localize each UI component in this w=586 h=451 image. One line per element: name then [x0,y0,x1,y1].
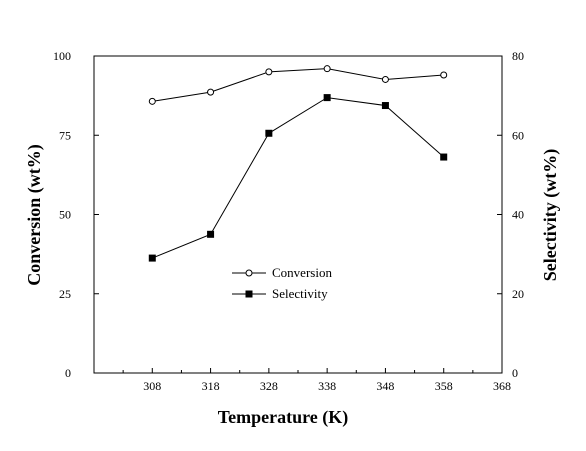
legend-marker-conversion [245,269,253,277]
y-tick-label-right: 0 [512,366,518,380]
conversion-point [381,75,389,83]
conversion-series-line [152,68,444,102]
y-tick-label-right: 60 [512,128,524,142]
y-tick-label-left: 25 [59,287,71,301]
series-layer [148,65,448,262]
conversion-point [323,65,331,73]
x-tick-label: 358 [435,379,453,393]
legend: Conversion Selectivity [232,265,332,301]
conversion-point [148,97,156,105]
x-tick-label: 328 [260,379,278,393]
selectivity-point [381,102,389,110]
selectivity-point [148,254,156,262]
plot-area-frame [93,55,503,374]
y-axis-title-left: Conversion (wt%) [24,144,45,286]
y-tick-label-right: 80 [512,49,524,63]
plot-frame-layer [93,55,503,374]
selectivity-point [265,129,273,137]
legend-label-conversion: Conversion [272,265,332,280]
y-tick-label-right: 40 [512,208,524,222]
conversion-point [265,68,273,76]
selectivity-point [207,230,215,238]
x-tick-label: 338 [318,379,336,393]
y-tick-label-left: 50 [59,208,71,222]
conversion-point [440,71,448,79]
y-tick-label-left: 0 [65,366,71,380]
y-tick-label-left: 75 [59,128,71,142]
x-tick-label: 368 [493,379,511,393]
selectivity-point [440,153,448,161]
selectivity-point [323,94,331,102]
legend-marker-selectivity [245,290,253,298]
legend-label-selectivity: Selectivity [272,286,328,301]
x-tick-label: 308 [143,379,161,393]
x-tick-label: 348 [376,379,394,393]
y-axis-title-right: Selectivity (wt%) [540,149,561,281]
y-tick-label-right: 20 [512,287,524,301]
conversion-point [207,88,215,96]
y-tick-label-left: 100 [53,49,71,63]
selectivity-series-line [152,97,445,259]
x-axis-title: Temperature (K) [218,407,348,428]
x-tick-label: 318 [202,379,220,393]
